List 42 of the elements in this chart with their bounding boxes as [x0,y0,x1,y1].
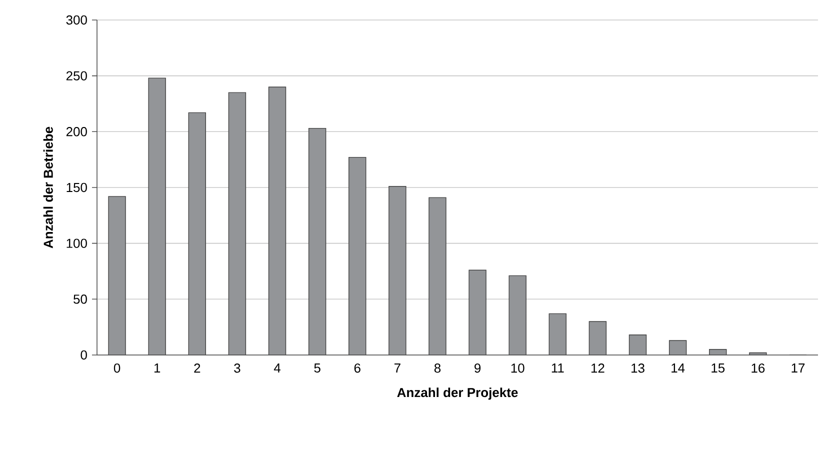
x-tick-label: 9 [474,364,481,373]
x-tick-label: 12 [591,364,604,373]
x-tick-label: 11 [552,364,564,372]
x-tick-label: 13 [632,364,644,373]
y-tick-label: 50 [74,294,87,304]
x-tick-label: 16 [752,364,765,373]
x-tick-label: 3 [234,364,240,373]
x-tick-label: 4 [274,364,280,372]
bar [148,78,166,355]
x-tick-label: 10 [511,364,524,373]
y-tick-label: 200 [66,127,87,136]
y-tick-label: 0 [80,350,87,360]
bar [348,156,366,355]
bar [668,340,687,355]
x-tick-label: 0 [114,364,120,373]
bar [468,270,486,355]
x-tick-label: 7 [394,364,400,372]
x-tick-label: 6 [354,364,360,373]
x-tick-label: 15 [712,364,725,373]
y-tick-label: 150 [66,182,87,192]
y-tick-label: 300 [66,15,87,25]
x-tick-label: 17 [792,364,805,372]
y-tick-label: 250 [66,71,87,80]
x-tick-label: 2 [194,364,200,373]
bar [628,334,647,355]
bar [428,197,446,355]
y-axis-title: Anzahl der Betriebe [43,126,53,248]
bar [108,196,126,355]
x-tick-label: 8 [434,364,441,373]
bar [508,275,526,355]
bar [308,128,326,355]
bar [388,186,406,355]
bar [228,92,246,355]
x-tick-label: 14 [672,364,685,372]
bar [188,112,206,355]
bar [548,313,566,355]
x-tick-label: 5 [314,364,320,373]
x-tick-label: 1 [154,364,160,372]
x-axis-title: Anzahl der Projekte [397,388,518,400]
bar [268,86,286,355]
y-tick-label: 100 [66,238,87,248]
bar [588,321,607,355]
